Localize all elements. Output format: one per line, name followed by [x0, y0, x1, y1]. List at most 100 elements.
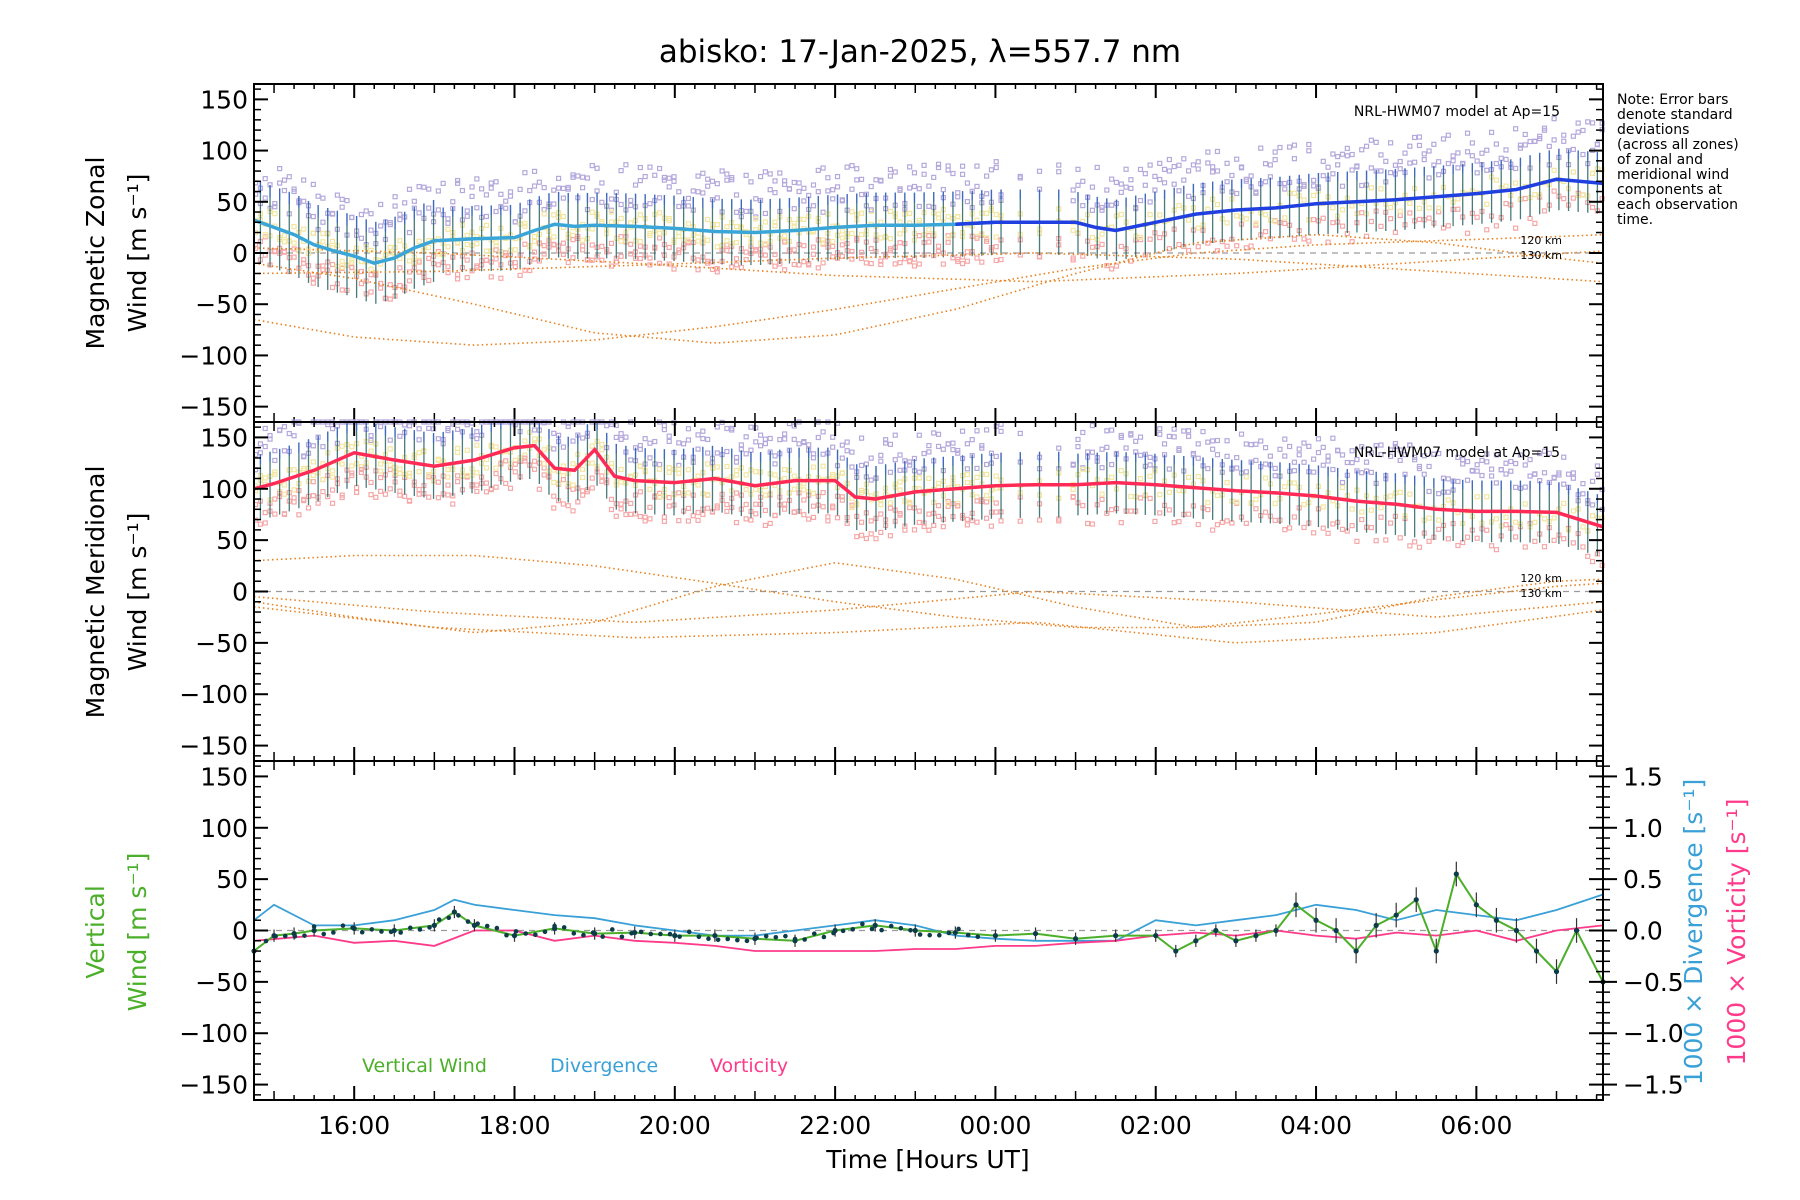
scatter-point [959, 163, 966, 169]
x-tick-label: 04:00 [1280, 1111, 1352, 1140]
vertical-wind-point [1493, 917, 1499, 923]
scatter-point [1195, 521, 1201, 528]
scatter-point [801, 243, 807, 249]
scatter-point [676, 247, 682, 253]
scatter-point [608, 219, 615, 225]
scatter-point [782, 475, 788, 482]
vertical-wind-point [672, 933, 678, 939]
scatter-point [955, 503, 961, 509]
scatter-point [1157, 176, 1163, 183]
scatter-point [628, 457, 634, 463]
scatter-point [931, 522, 937, 529]
scatter-point [445, 474, 451, 480]
scatter-point [1580, 524, 1586, 530]
scatter-point [854, 534, 860, 540]
scatter-point [358, 463, 365, 470]
scatter-point [1517, 145, 1524, 151]
scatter-point [1301, 501, 1307, 508]
scatter-point [964, 441, 970, 447]
scatter-point [551, 212, 557, 218]
scatter-point [474, 263, 480, 269]
scatter-point [820, 209, 826, 215]
scatter-point [541, 460, 547, 467]
scatter-point [1551, 137, 1557, 143]
scatter-point [339, 443, 345, 449]
scatter-point [724, 508, 730, 514]
scatter-point [329, 474, 336, 480]
scatter-point [743, 501, 749, 508]
scatter-point [834, 173, 841, 180]
scatter-point [743, 486, 749, 493]
scatter-point [551, 430, 557, 436]
scatter-point [1474, 462, 1480, 468]
scatter-point [931, 174, 937, 181]
scatter-point [1546, 450, 1552, 456]
scatter-point [1330, 435, 1336, 441]
scatter-point [1368, 524, 1374, 531]
scatter-point [815, 434, 821, 441]
scatter-point [1243, 178, 1249, 184]
scatter-point [522, 438, 528, 444]
scatter-point [1195, 159, 1201, 165]
scatter-point [883, 437, 889, 443]
scatter-point [1301, 236, 1307, 242]
scatter-point [935, 431, 942, 437]
scatter-point [580, 466, 586, 472]
scatter-point [1181, 428, 1187, 434]
scatter-point [762, 507, 768, 514]
scatter-point [945, 163, 951, 169]
scatter-point [1311, 469, 1317, 475]
scatter-point [810, 182, 817, 188]
scatter-point [1344, 153, 1350, 159]
scatter-point [560, 501, 566, 507]
scatter-point [1282, 215, 1288, 221]
scatter-point [1464, 149, 1471, 155]
scatter-point [1575, 120, 1581, 126]
scatter-point [387, 282, 393, 288]
model-curve [253, 233, 1604, 346]
scatter-point [493, 484, 499, 490]
scatter-point [1133, 438, 1139, 444]
scatter-point [291, 246, 297, 252]
scatter-point [1320, 462, 1326, 468]
scatter-point [368, 289, 374, 295]
scatter-point [1513, 534, 1519, 540]
scatter-point [483, 480, 490, 486]
scatter-point [1137, 197, 1144, 204]
y-tick-label: −100 [179, 1019, 248, 1048]
scatter-point [531, 168, 538, 174]
scatter-point [733, 262, 740, 268]
scatter-point [1205, 149, 1211, 155]
x-tick-label: 16:00 [318, 1111, 390, 1140]
scatter-point [724, 501, 730, 508]
scatter-point [1416, 205, 1423, 211]
scatter-point [1248, 442, 1254, 448]
scatter-point [637, 442, 643, 449]
scatter-point [733, 519, 740, 526]
scatter-point [503, 198, 509, 204]
scatter-point [647, 516, 653, 522]
scatter-point [748, 447, 754, 453]
scatter-point [575, 173, 581, 179]
scatter-point [637, 255, 643, 262]
scatter-point [387, 437, 393, 443]
scatter-point [921, 523, 927, 530]
scatter-point [1262, 179, 1269, 185]
scatter-point [1517, 142, 1524, 148]
scatter-point [353, 489, 360, 496]
scatter-point [767, 187, 773, 193]
scatter-point [358, 211, 365, 218]
scatter-point [301, 453, 307, 459]
scatter-point [1412, 454, 1418, 460]
scatter-point [522, 220, 528, 227]
scatter-point [772, 512, 778, 519]
scatter-point [1099, 204, 1105, 211]
scatter-point [1282, 220, 1288, 227]
scatter-point [907, 164, 913, 170]
scatter-point [1243, 216, 1249, 222]
scatter-point [666, 438, 672, 445]
scatter-point [1272, 149, 1278, 155]
scatter-point [512, 264, 518, 270]
scatter-point [1017, 173, 1023, 180]
scatter-point [887, 236, 894, 242]
